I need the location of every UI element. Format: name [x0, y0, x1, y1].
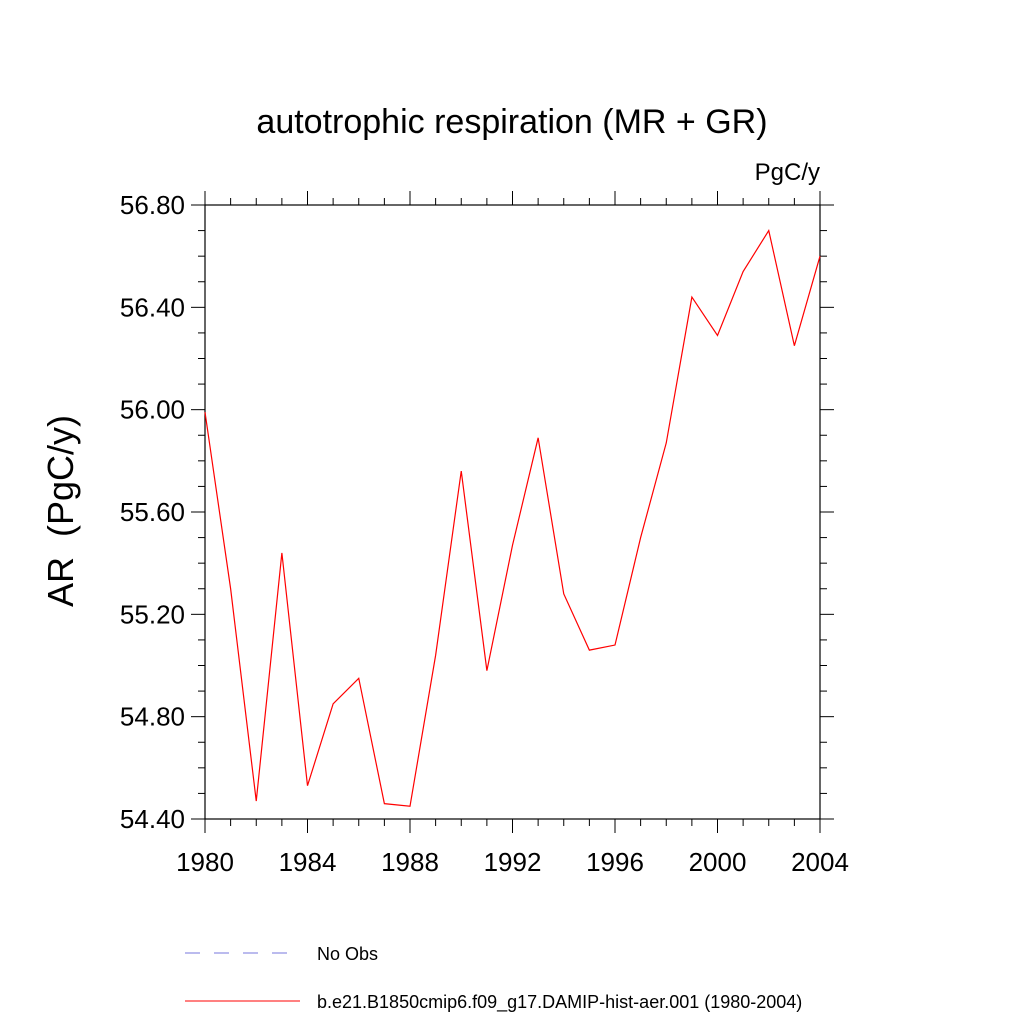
data-point: [281, 552, 282, 553]
data-point: [486, 670, 487, 671]
y-tick-label: 55.60: [120, 497, 185, 527]
y-tick-label: 56.40: [120, 292, 185, 322]
data-point: [743, 271, 744, 272]
data-point: [820, 256, 821, 257]
data-point: [794, 345, 795, 346]
data-point: [358, 678, 359, 679]
y-tick-label: 54.40: [120, 804, 185, 834]
data-point: [589, 650, 590, 651]
data-point: [333, 703, 334, 704]
data-point: [563, 593, 564, 594]
axes: 1980 1984 1988 1992 1996 2000 2004 54.40 54.80 55…: [120, 190, 849, 877]
data-point: [410, 806, 411, 807]
legend-label: No Obs: [317, 944, 378, 964]
data-point: [512, 545, 513, 546]
x-tick-label: 1988: [381, 847, 439, 877]
data-point: [384, 803, 385, 804]
y-tick-label: 55.20: [120, 599, 185, 629]
x-tick-label: 2000: [689, 847, 747, 877]
data-point: [205, 412, 206, 413]
data-point: [615, 645, 616, 646]
data-point: [461, 471, 462, 472]
legend: No Obs b.e21.B1850cmip6.f09_g17.DAMIP-his…: [185, 944, 802, 1013]
data-point: [230, 588, 231, 589]
series-layer: [204, 229, 821, 807]
data-point: [538, 437, 539, 438]
x-tick-label: 1984: [279, 847, 337, 877]
x-tick-label: 1992: [484, 847, 542, 877]
data-point: [256, 801, 257, 802]
data-point: [768, 230, 769, 231]
data-point: [691, 297, 692, 298]
plot-frame: [204, 204, 821, 820]
data-point: [640, 537, 641, 538]
data-point: [435, 655, 436, 656]
data-point: [307, 785, 308, 786]
data-point: [717, 335, 718, 336]
units-label: PgC/y: [755, 159, 820, 186]
y-tick-label: 54.80: [120, 702, 185, 732]
legend-label: b.e21.B1850cmip6.f09_g17.DAMIP-hist-aer.…: [317, 992, 802, 1013]
series-line: [204, 229, 821, 807]
y-tick-label: 56.80: [120, 190, 185, 220]
x-tick-label: 1980: [176, 847, 234, 877]
y-tick-label: 56.00: [120, 395, 185, 425]
x-tick-label: 1996: [586, 847, 644, 877]
data-point: [666, 442, 667, 443]
y-axis-label: AR (PgC/y): [40, 415, 81, 607]
x-tick-label: 2004: [791, 847, 849, 877]
chart-title: autotrophic respiration (MR + GR): [256, 103, 767, 141]
